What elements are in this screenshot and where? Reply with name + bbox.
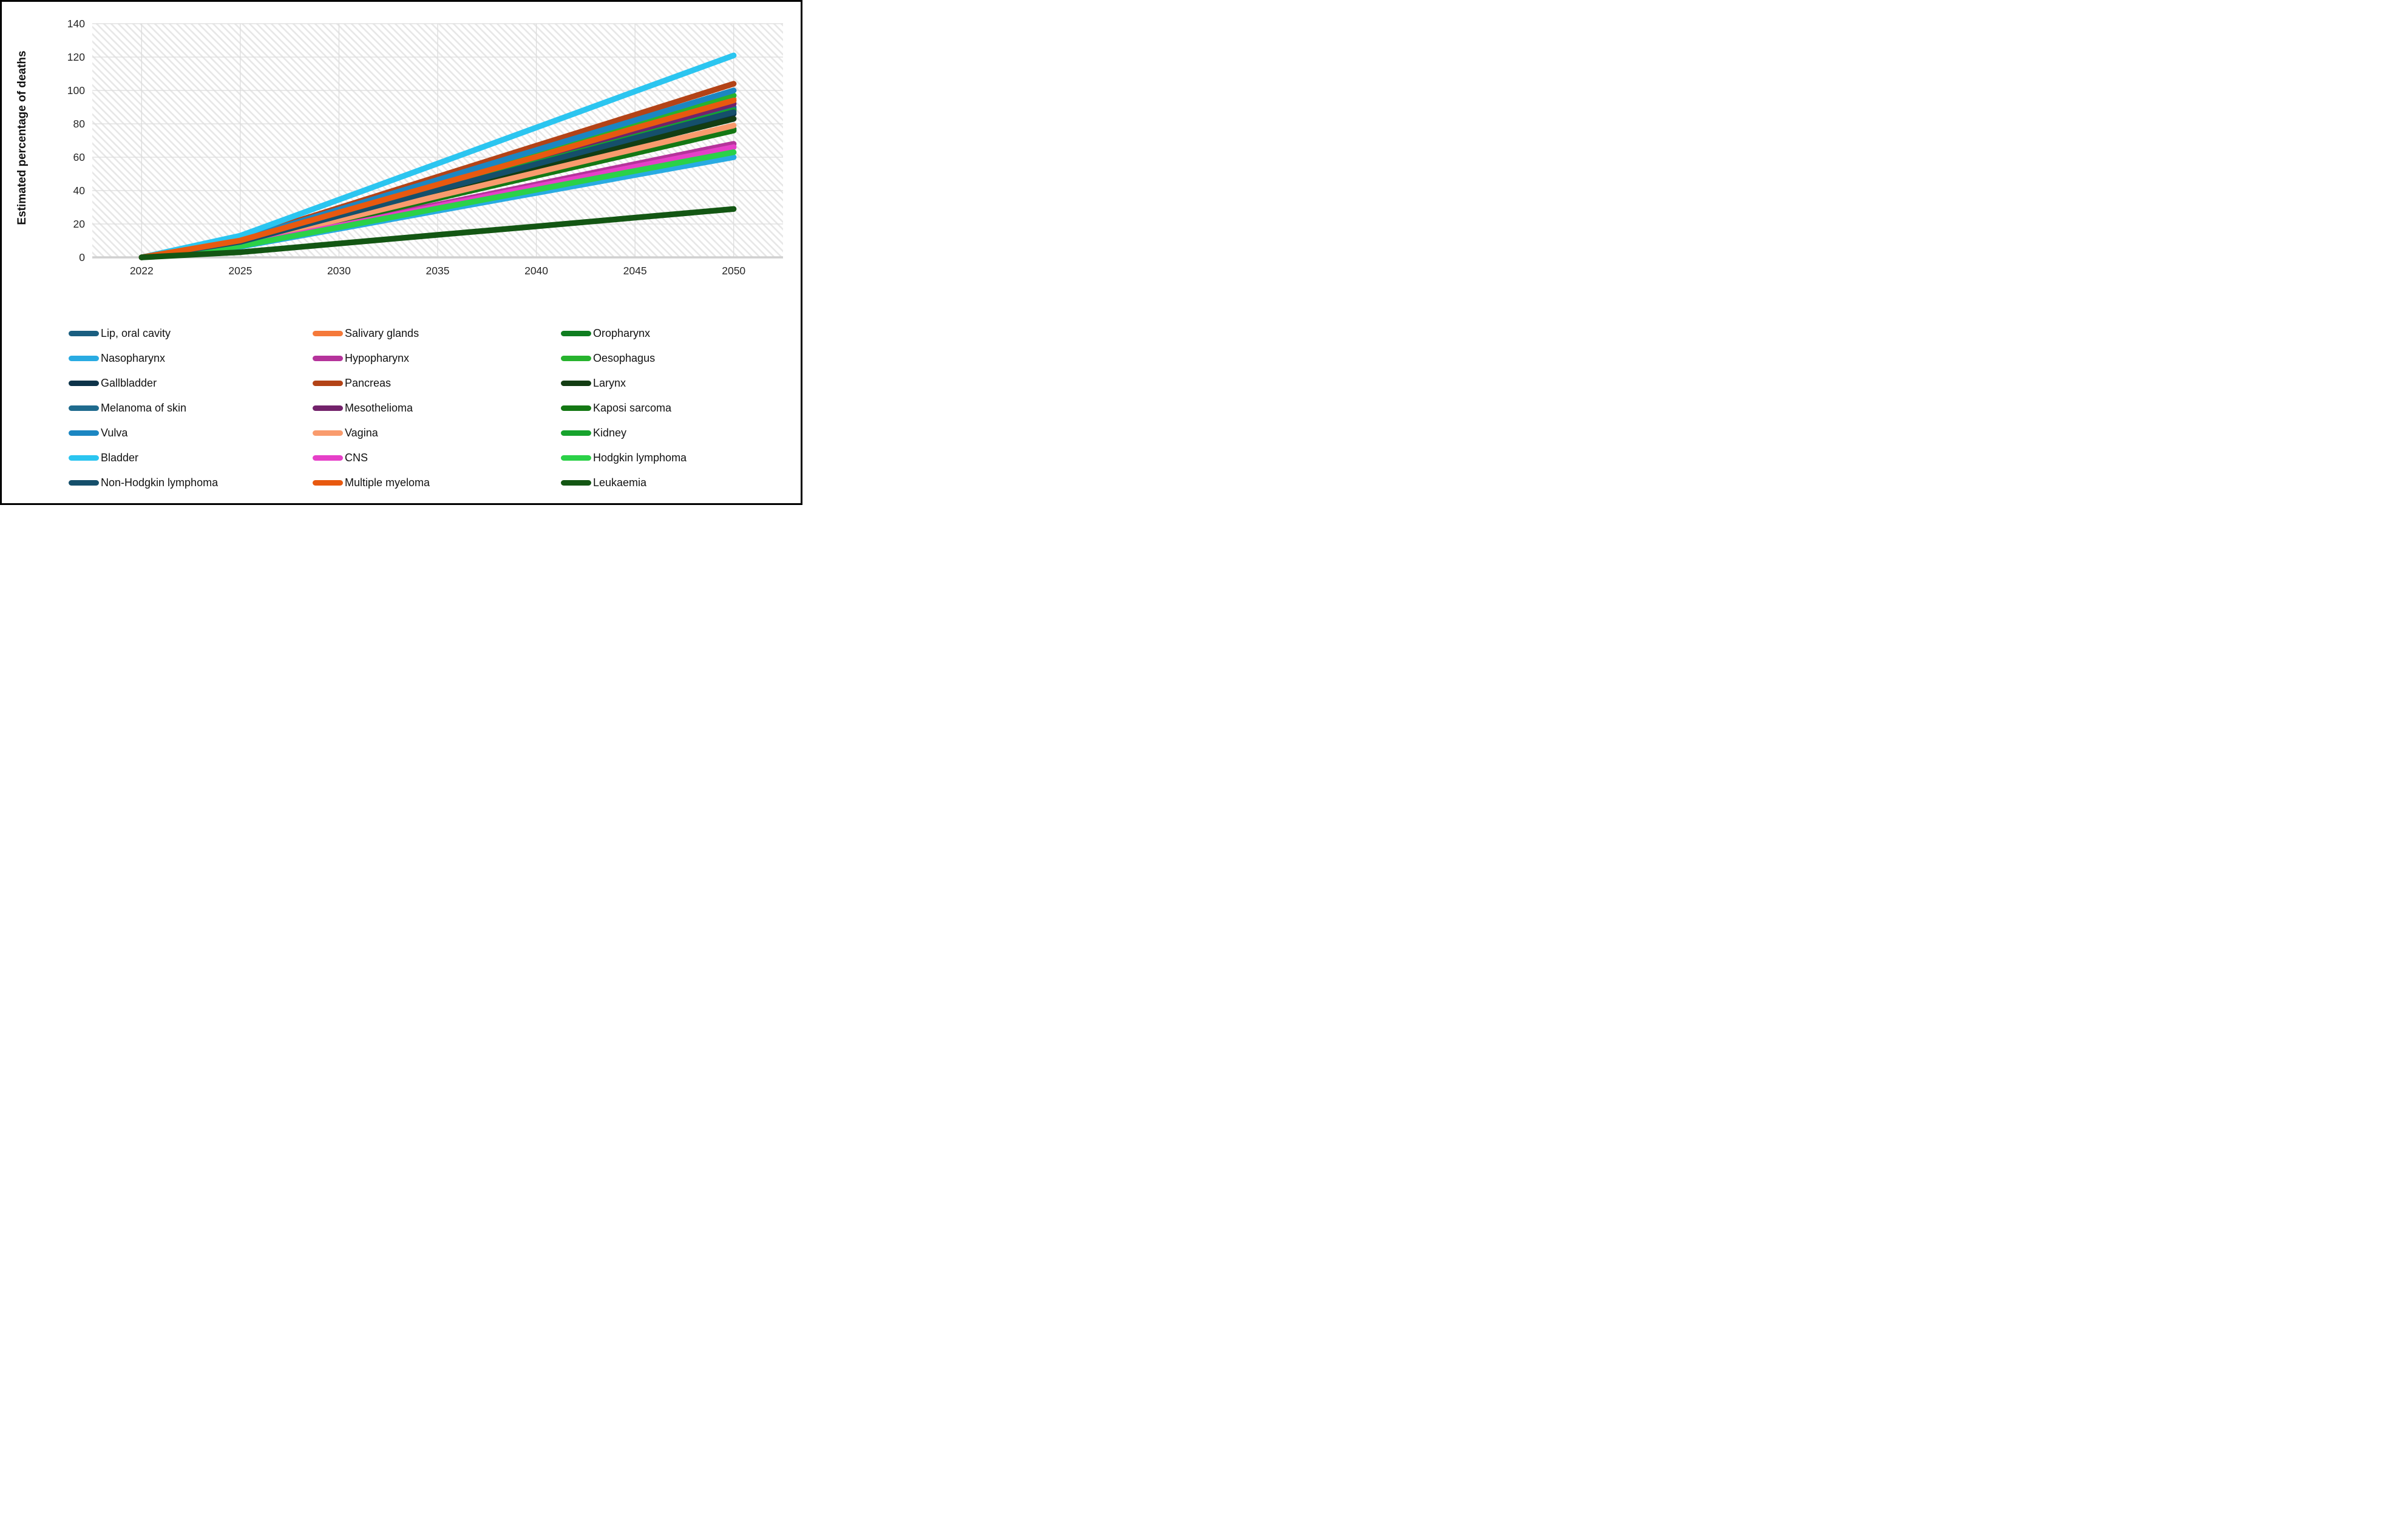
legend-swatch-icon bbox=[561, 381, 591, 386]
legend-item: Hodgkin lymphoma bbox=[561, 450, 791, 466]
legend-label: Multiple myeloma bbox=[345, 476, 430, 489]
legend-swatch-icon bbox=[69, 356, 99, 361]
legend-swatch-icon bbox=[69, 430, 99, 436]
x-tick-label: 2035 bbox=[426, 265, 450, 277]
legend-item: Hypopharynx bbox=[313, 351, 561, 366]
chart-legend: Lip, oral cavity Salivary glands Orophar… bbox=[69, 326, 791, 490]
chart-figure: 0 20 40 60 80 100 120 140 2022 2025 2030 2035 2040 20… bbox=[0, 0, 802, 505]
legend-item: Gallbladder bbox=[69, 376, 313, 391]
y-tick-label: 100 bbox=[67, 84, 85, 97]
y-tick-label: 20 bbox=[73, 218, 86, 230]
legend-item: Larynx bbox=[561, 376, 791, 391]
legend-swatch-icon bbox=[561, 455, 591, 461]
legend-label: Lip, oral cavity bbox=[101, 327, 171, 339]
legend-label: Oesophagus bbox=[593, 352, 656, 364]
legend-label: Vulva bbox=[101, 427, 128, 439]
legend-swatch-icon bbox=[69, 480, 99, 486]
legend-item: Non-Hodgkin lymphoma bbox=[69, 475, 313, 490]
y-axis-title: Estimated percentage of deaths bbox=[16, 50, 29, 225]
legend-item: Nasopharynx bbox=[69, 351, 313, 366]
legend-label: Salivary glands bbox=[345, 327, 419, 339]
legend-label: Vagina bbox=[345, 427, 378, 439]
legend-label: Leukaemia bbox=[593, 476, 647, 489]
legend-item: Melanoma of skin bbox=[69, 401, 313, 416]
legend-swatch-icon bbox=[561, 405, 591, 411]
legend-item: Oesophagus bbox=[561, 351, 791, 366]
legend-label: Oropharynx bbox=[593, 327, 651, 339]
x-tick-label: 2030 bbox=[327, 265, 351, 277]
legend-swatch-icon bbox=[561, 430, 591, 436]
series-line bbox=[138, 52, 737, 260]
legend-item: Salivary glands bbox=[313, 326, 561, 341]
legend-item: Kaposi sarcoma bbox=[561, 401, 791, 416]
y-tick-label: 40 bbox=[73, 185, 86, 197]
legend-label: Nasopharynx bbox=[101, 352, 166, 364]
legend-item: Oropharynx bbox=[561, 326, 791, 341]
legend-swatch-icon bbox=[561, 356, 591, 361]
x-tick-label: 2025 bbox=[228, 265, 252, 277]
legend-item: Vulva bbox=[69, 425, 313, 441]
legend-label: Gallbladder bbox=[101, 377, 157, 389]
legend-swatch-icon bbox=[561, 480, 591, 486]
series-line bbox=[138, 206, 737, 260]
legend-item: Bladder bbox=[69, 450, 313, 466]
legend-swatch-icon bbox=[313, 331, 343, 336]
x-tick-label: 2040 bbox=[524, 265, 548, 277]
legend-swatch-icon bbox=[313, 480, 343, 486]
legend-label: Non-Hodgkin lymphoma bbox=[101, 476, 219, 489]
series-line bbox=[138, 149, 737, 260]
legend-swatch-icon bbox=[69, 331, 99, 336]
y-tick-label: 140 bbox=[67, 18, 85, 30]
series-line bbox=[138, 97, 737, 260]
legend-swatch-icon bbox=[561, 331, 591, 336]
legend-item: Pancreas bbox=[313, 376, 561, 391]
legend-item: Kidney bbox=[561, 425, 791, 441]
y-tick-label: 0 bbox=[79, 251, 85, 263]
legend-item: Mesothelioma bbox=[313, 401, 561, 416]
x-tick-label: 2050 bbox=[722, 265, 745, 277]
legend-label: Kaposi sarcoma bbox=[593, 402, 672, 414]
legend-swatch-icon bbox=[313, 430, 343, 436]
legend-swatch-icon bbox=[313, 356, 343, 361]
legend-swatch-icon bbox=[313, 455, 343, 461]
legend-label: Pancreas bbox=[345, 377, 392, 389]
legend-swatch-icon bbox=[313, 405, 343, 411]
x-tick-label: 2022 bbox=[130, 265, 154, 277]
y-tick-label: 80 bbox=[73, 118, 86, 130]
legend-swatch-icon bbox=[313, 381, 343, 386]
legend-label: Larynx bbox=[593, 377, 626, 389]
legend-label: Hypopharynx bbox=[345, 352, 410, 364]
legend-label: CNS bbox=[345, 452, 368, 464]
legend-label: Bladder bbox=[101, 452, 139, 464]
legend-item: Multiple myeloma bbox=[313, 475, 561, 490]
legend-label: Hodgkin lymphoma bbox=[593, 452, 687, 464]
legend-swatch-icon bbox=[69, 381, 99, 386]
y-tick-label: 60 bbox=[73, 151, 86, 163]
legend-item: Lip, oral cavity bbox=[69, 326, 313, 341]
legend-label: Kidney bbox=[593, 427, 627, 439]
legend-item: CNS bbox=[313, 450, 561, 466]
y-tick-label: 120 bbox=[67, 51, 85, 63]
legend-item: Vagina bbox=[313, 425, 561, 441]
legend-swatch-icon bbox=[69, 405, 99, 411]
legend-label: Melanoma of skin bbox=[101, 402, 187, 414]
legend-swatch-icon bbox=[69, 455, 99, 461]
legend-label: Mesothelioma bbox=[345, 402, 413, 414]
x-tick-label: 2045 bbox=[623, 265, 647, 277]
legend-item: Leukaemia bbox=[561, 475, 791, 490]
